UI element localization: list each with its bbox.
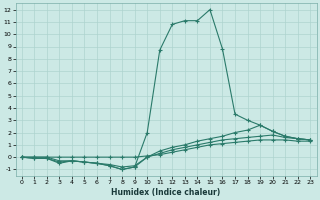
X-axis label: Humidex (Indice chaleur): Humidex (Indice chaleur): [111, 188, 221, 197]
